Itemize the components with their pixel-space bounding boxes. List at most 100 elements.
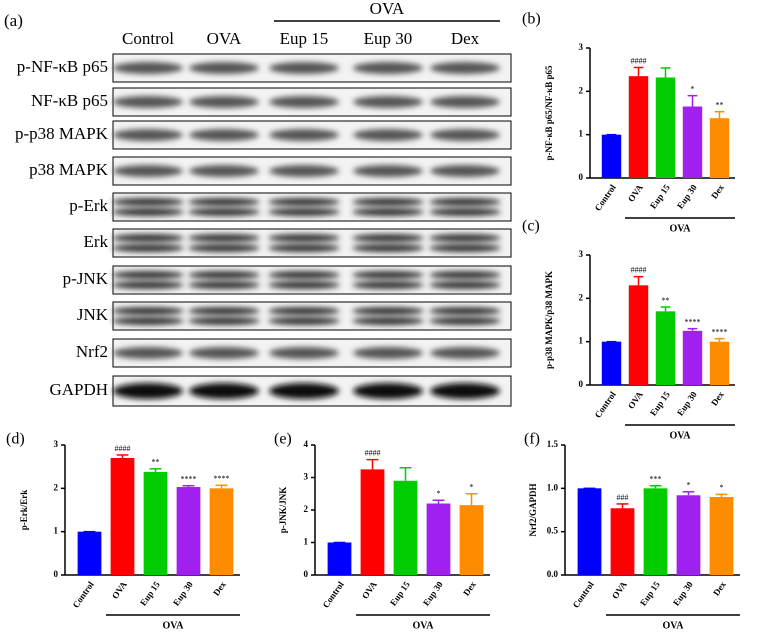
y-tick-label: 0: [579, 379, 584, 389]
band: [352, 271, 424, 279]
y-tick-label: 2: [579, 292, 584, 302]
bar: [143, 471, 168, 575]
band: [188, 234, 260, 242]
band: [429, 244, 501, 252]
panel-label: (e): [274, 431, 292, 448]
y-tick-label: 3: [54, 439, 59, 449]
band: [430, 96, 500, 108]
lane-label: OVA: [207, 29, 242, 48]
bar: [327, 542, 352, 575]
significance-label: ***: [650, 475, 662, 484]
row-label: Erk: [83, 232, 108, 251]
band: [112, 208, 184, 216]
bar: [601, 341, 622, 385]
y-tick-label: 0.5: [547, 526, 559, 536]
band: [352, 281, 424, 289]
band: [112, 234, 184, 242]
y-axis-title: p-Erk/Erk: [19, 490, 29, 531]
lane-label: Control: [122, 29, 174, 48]
band: [429, 198, 501, 206]
x-tick-label: Control: [71, 579, 97, 610]
band: [188, 271, 260, 279]
x-tick-label: Dex: [709, 182, 726, 200]
band: [189, 129, 259, 141]
band: [112, 317, 184, 325]
lane-label: Dex: [451, 29, 480, 48]
panel-label: (d): [6, 431, 25, 448]
band: [352, 317, 424, 325]
band: [353, 96, 423, 108]
band: [352, 244, 424, 252]
band: [353, 383, 423, 399]
row-label: p-NF-κB p65: [17, 57, 108, 76]
band: [353, 347, 423, 359]
band: [113, 165, 183, 177]
band: [429, 234, 501, 242]
row-label: p-p38 MAPK: [15, 124, 109, 143]
band: [268, 317, 340, 325]
band: [430, 347, 500, 359]
band: [429, 271, 501, 279]
x-tick-label: Eup 15: [388, 579, 412, 607]
significance-label: **: [662, 296, 670, 305]
band: [188, 307, 260, 315]
significance-label: *: [687, 481, 691, 490]
band: [188, 317, 260, 325]
x-tick-label: OVA: [626, 182, 645, 204]
y-tick-label: 0: [54, 569, 59, 579]
lane-label: Eup 15: [280, 29, 329, 48]
band: [188, 244, 260, 252]
y-tick-label: 3: [304, 472, 309, 482]
bar: [682, 106, 703, 178]
panel-label: (b): [522, 11, 541, 28]
bar: [77, 531, 102, 575]
band: [430, 165, 500, 177]
bar: [655, 311, 676, 385]
band: [430, 129, 500, 141]
band: [188, 198, 260, 206]
group-label: OVA: [163, 620, 185, 631]
band: [269, 96, 339, 108]
band: [113, 129, 183, 141]
band: [112, 198, 184, 206]
band: [353, 62, 423, 74]
band: [269, 383, 339, 399]
band: [189, 383, 259, 399]
significance-label: *: [720, 483, 724, 492]
x-tick-label: OVA: [360, 579, 379, 601]
bar: [610, 508, 635, 575]
blot-strip: [112, 265, 512, 295]
band: [113, 96, 183, 108]
row-label: p38 MAPK: [29, 160, 109, 179]
blot-strip: [112, 228, 512, 258]
band: [113, 347, 183, 359]
panel-label: (a): [4, 11, 23, 30]
row-label: NF-κB p65: [31, 91, 108, 110]
bar: [176, 487, 201, 575]
y-tick-label: 4: [304, 439, 309, 449]
row-label: p-JNK: [63, 269, 109, 288]
band: [113, 62, 183, 74]
blot-strip: [112, 192, 512, 222]
significance-label: ****: [214, 474, 230, 483]
significance-label: *: [437, 489, 441, 498]
y-tick-label: 1.5: [547, 439, 559, 449]
y-axis-title: Nrf2/GAPDH: [528, 484, 538, 537]
band: [189, 347, 259, 359]
bar: [709, 497, 734, 575]
bar: [682, 330, 703, 385]
bar: [628, 285, 649, 385]
row-label: GAPDH: [49, 380, 108, 399]
y-tick-label: 1.0: [547, 482, 559, 492]
significance-label: **: [152, 458, 160, 467]
x-tick-label: OVA: [610, 579, 629, 601]
band: [188, 281, 260, 289]
band: [112, 244, 184, 252]
x-tick-label: OVA: [626, 389, 645, 411]
band: [112, 281, 184, 289]
x-tick-label: Control: [571, 579, 597, 610]
significance-label: ####: [115, 444, 131, 453]
x-tick-label: Eup 30: [671, 579, 695, 607]
y-tick-label: 2: [304, 504, 309, 514]
bar: [709, 341, 730, 385]
